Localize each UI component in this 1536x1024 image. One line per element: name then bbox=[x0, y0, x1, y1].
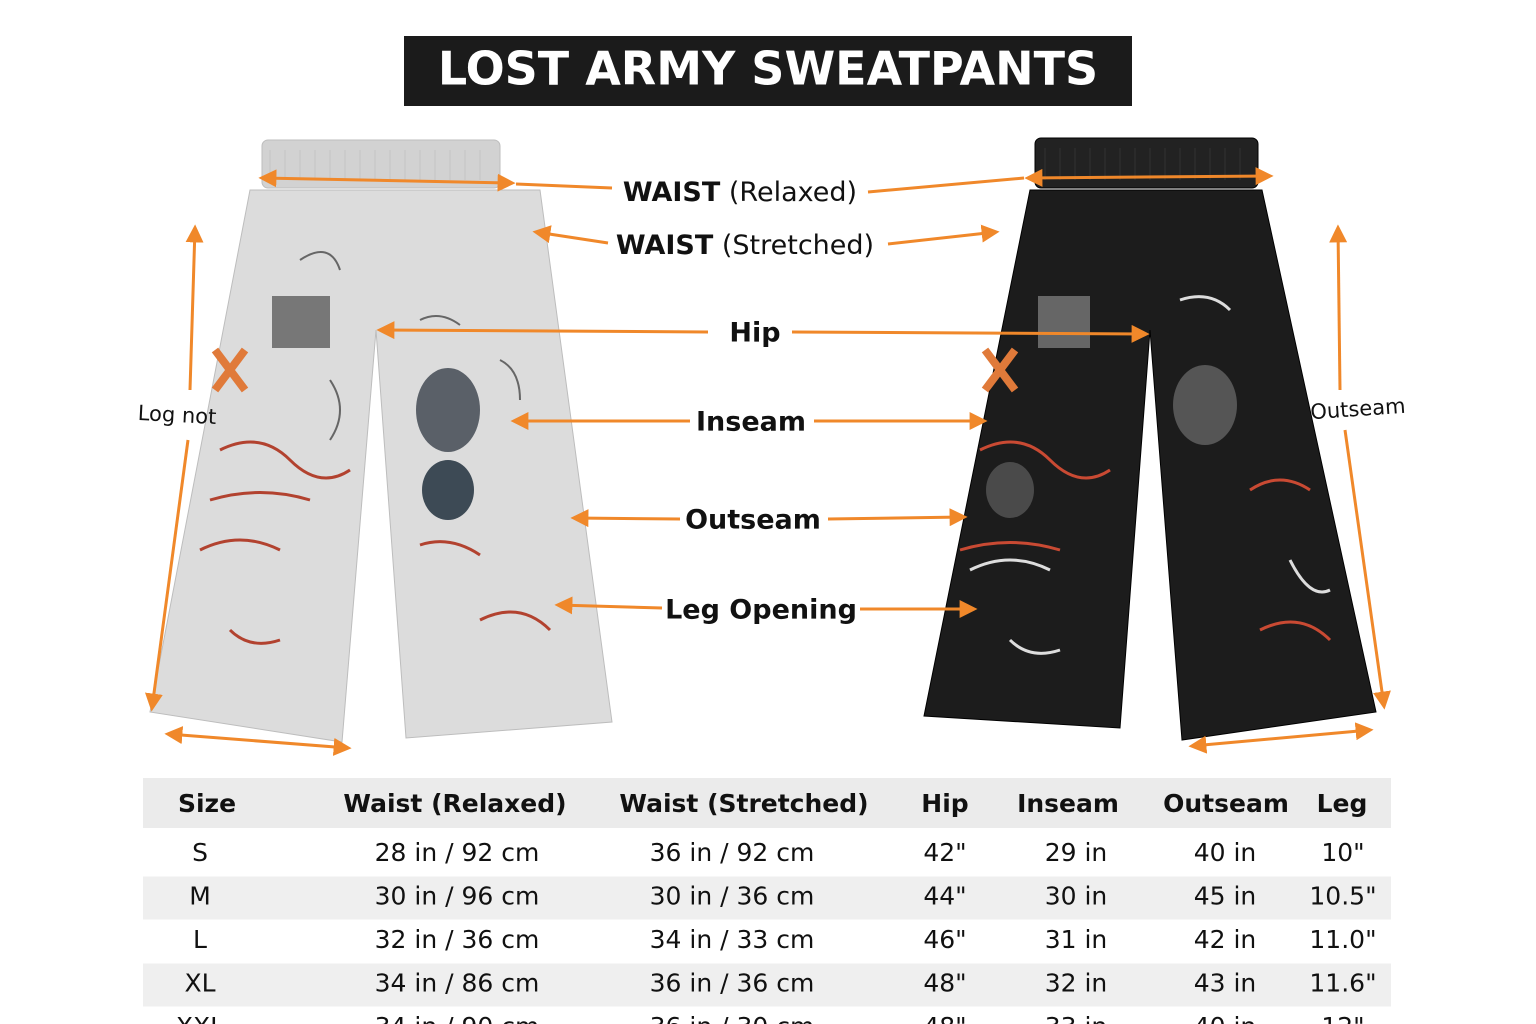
table-header-bg bbox=[143, 778, 1391, 828]
measure-arrows bbox=[144, 167, 1391, 756]
table-cell: 30 in / 36 cm bbox=[650, 882, 815, 911]
callout-strong: WAIST bbox=[616, 230, 714, 261]
callout-waist-relaxed: WAIST (Relaxed) bbox=[623, 177, 857, 208]
table-cell: 31 in bbox=[1045, 925, 1108, 954]
column-header: Waist (Stretched) bbox=[619, 789, 868, 818]
side-label-right: Outseam bbox=[1310, 394, 1407, 425]
table-cell: 34 in / 86 cm bbox=[375, 969, 540, 998]
table-cell: 32 in / 36 cm bbox=[375, 925, 540, 954]
table-cell: 11.6" bbox=[1309, 969, 1376, 998]
pants-light bbox=[149, 139, 613, 743]
size-cell: S bbox=[192, 838, 208, 867]
column-header: Leg bbox=[1317, 789, 1368, 818]
table-cell: 40 in bbox=[1194, 838, 1257, 867]
table-cell: 30 in bbox=[1045, 882, 1108, 911]
table-cell: 36 in / 30 cm bbox=[650, 1012, 815, 1024]
column-header: Outseam bbox=[1163, 789, 1289, 818]
table-cell: 36 in / 36 cm bbox=[650, 969, 815, 998]
table-cell: 46" bbox=[923, 925, 966, 954]
table-cell: 30 in / 96 cm bbox=[375, 882, 540, 911]
column-header: Waist (Relaxed) bbox=[343, 789, 566, 818]
table-cell: 42" bbox=[923, 838, 966, 867]
callout-inseam: Inseam bbox=[696, 407, 806, 438]
table-cell: 33 in bbox=[1045, 1012, 1108, 1024]
pants-dark bbox=[923, 137, 1377, 741]
table-cell: 34 in / 90 cm bbox=[375, 1012, 540, 1024]
callout-outseam: Outseam bbox=[685, 505, 821, 536]
size-cell: L bbox=[193, 925, 207, 954]
size-cell: M bbox=[189, 882, 211, 911]
column-header: Inseam bbox=[1017, 789, 1119, 818]
size-cell: XL bbox=[184, 969, 215, 998]
callout-hip: Hip bbox=[729, 318, 780, 349]
side-label-left: Log not bbox=[137, 401, 217, 429]
table-cell: 43 in bbox=[1194, 969, 1257, 998]
table-cell: 45 in bbox=[1194, 882, 1257, 911]
callout-strong: WAIST bbox=[623, 177, 721, 208]
table-cell: 32 in bbox=[1045, 969, 1108, 998]
callout-text: (Relaxed) bbox=[729, 177, 857, 208]
table-cell: 10" bbox=[1321, 838, 1364, 867]
row-bg bbox=[143, 963, 1391, 1007]
table-cell: 11.0" bbox=[1309, 925, 1376, 954]
table-cell: 44" bbox=[923, 882, 966, 911]
table-cell: 42 in bbox=[1194, 925, 1257, 954]
title: LOST ARMY SWEATPANTS bbox=[438, 42, 1098, 96]
table-cell: 48" bbox=[923, 969, 966, 998]
table-cell: 36 in / 92 cm bbox=[650, 838, 815, 867]
title-banner bbox=[404, 36, 1132, 106]
row-bg bbox=[143, 876, 1391, 920]
column-header: Size bbox=[178, 789, 236, 818]
table-cell: 48" bbox=[923, 1012, 966, 1024]
table-cell: 10.5" bbox=[1309, 882, 1376, 911]
callout-text: (Stretched) bbox=[722, 230, 874, 261]
column-header: Hip bbox=[921, 789, 968, 818]
table-cell: 40 in bbox=[1194, 1012, 1257, 1024]
table-cell: 34 in / 33 cm bbox=[650, 925, 815, 954]
table-cell: 28 in / 92 cm bbox=[375, 838, 540, 867]
table-cell: 29 in bbox=[1045, 838, 1108, 867]
table-cell: 12" bbox=[1321, 1012, 1364, 1024]
callout-waist-stretched: WAIST (Stretched) bbox=[616, 230, 874, 261]
size-cell: XXL bbox=[176, 1012, 224, 1024]
callout-leg-opening: Leg Opening bbox=[665, 595, 857, 626]
size-table: Size Waist (Relaxed) Waist (Stretched) Hip I… bbox=[143, 778, 1391, 1024]
